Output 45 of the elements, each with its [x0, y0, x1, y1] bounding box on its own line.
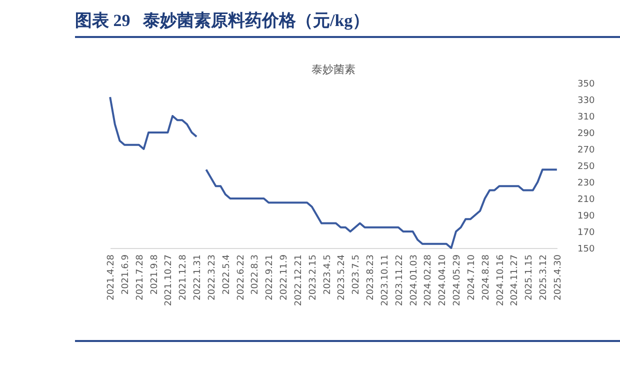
x-tick-label: 2023.11.22: [394, 254, 405, 306]
x-tick-label: 2024.11.27: [510, 254, 520, 306]
x-tick-label: 2022.11.9: [280, 254, 290, 300]
y-tick-label: 250: [578, 162, 595, 172]
y-tick-label: 150: [578, 244, 595, 254]
x-tick-label: 2023.4.5: [322, 254, 333, 295]
y-tick-label: 190: [578, 212, 595, 222]
y-tick-label: 330: [578, 96, 595, 106]
y-tick-label: 210: [578, 195, 595, 205]
x-tick-label: 2021.10.27: [164, 254, 174, 306]
chart-subtitle: 泰妙菌素: [312, 63, 356, 76]
y-tick-label: 310: [578, 112, 595, 122]
x-tick-label: 2021.4.28: [106, 254, 117, 300]
chart-title: 图表 29 泰妙菌素原料药价格（元/kg）: [75, 8, 620, 38]
x-tick-label: 2022.3.23: [207, 254, 218, 300]
x-tick-label: 2022.12.21: [294, 254, 304, 306]
x-tick-label: 2021.6.9: [121, 254, 132, 295]
x-tick-label: 2021.7.28: [135, 254, 146, 300]
x-tick-label: 2022.1.31: [193, 254, 204, 300]
y-tick-label: 170: [578, 228, 595, 238]
x-tick-label: 2021.12.8: [178, 254, 189, 300]
y-tick-label: 230: [578, 178, 595, 188]
x-tick-label: 2023.10.11: [380, 254, 390, 306]
x-tick-label: 2023.8.23: [366, 254, 376, 300]
x-tick-label: 2025.3.12: [538, 254, 549, 300]
y-tick-label: 290: [578, 129, 595, 139]
x-tick-label: 2025.1.15: [524, 254, 535, 300]
x-tick-label: 2024.7.10: [466, 254, 477, 300]
y-tick-label: 270: [578, 146, 595, 156]
x-tick-label: 2023.2.15: [308, 254, 318, 300]
x-tick-label: 2025.4.30: [553, 254, 564, 300]
x-tick-label: 2024.02.28: [424, 254, 434, 306]
x-tick-label: 2024.01.03: [409, 254, 420, 306]
x-tick-label: 2024.8.28: [481, 254, 492, 300]
x-tick-label: 2023.7.5: [352, 254, 362, 295]
x-tick-label: 2022.6.22: [236, 254, 246, 300]
x-tick-label: 2024.04.10: [438, 254, 448, 306]
x-tick-label: 2021.9.8: [150, 254, 160, 295]
x-tick-label: 2022.5.4: [222, 254, 232, 295]
x-tick-label: 2022.8.3: [250, 254, 261, 295]
x-tick-label: 2024.05.29: [452, 254, 463, 306]
x-tick-label: 2023.5.24: [337, 254, 348, 300]
x-tick-label: 2024.10.16: [496, 254, 506, 306]
x-tick-label: 2022.9.21: [265, 254, 276, 300]
y-tick-label: 350: [578, 80, 595, 90]
